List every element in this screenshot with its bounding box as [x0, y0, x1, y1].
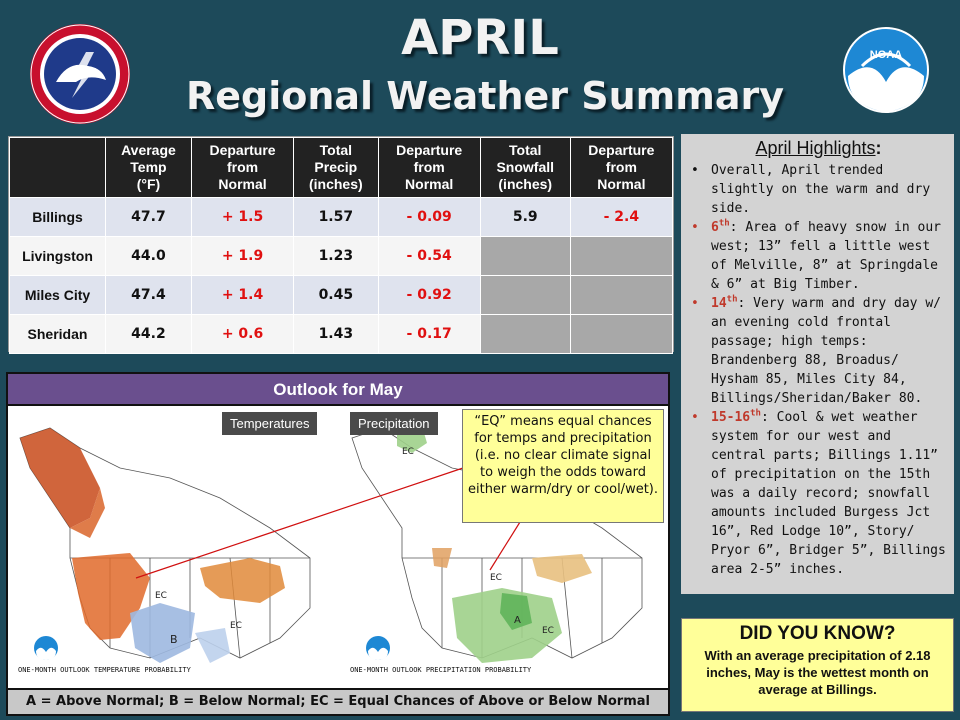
highlights-panel: April Highlights: Overall, April trended… [681, 134, 954, 594]
did-you-know-title: DID YOU KNOW? [739, 623, 896, 644]
did-you-know-box: DID YOU KNOW? With an average precipitat… [681, 618, 954, 712]
precip-departure-cell: - 0.54 [377, 236, 481, 276]
temperatures-label: Temperatures [222, 412, 318, 435]
header-avg-temp: Average Temp (°F) [105, 137, 192, 198]
eq-note: “EQ” means equal chances for temps and p… [462, 409, 664, 523]
temp-cell: 47.7 [105, 197, 192, 237]
highlight-item: Overall, April trended slightly on the w… [689, 161, 948, 218]
table-row: Miles City 47.4 + 1.4 0.45 - 0.92 [9, 275, 674, 315]
highlight-item: 6th: Area of heavy snow in our west; 13”… [689, 218, 948, 294]
snow-cell [479, 314, 571, 354]
nws-logo-icon [30, 24, 130, 124]
corner-cell [9, 137, 106, 198]
temp-departure-cell: + 0.6 [190, 314, 295, 354]
did-you-know-body: With an average precipitation of 2.18 in… [704, 648, 931, 697]
above-normal-zone [20, 428, 100, 528]
noaa-map-logo-icon [366, 636, 390, 660]
city-cell: Billings [9, 197, 106, 237]
snow-cell [479, 275, 571, 315]
above-normal-zone [72, 553, 150, 640]
map-label-ec: EC [542, 626, 554, 636]
header-precip-departure: Departure from Normal [377, 137, 481, 198]
noaa-logo-icon: NOAA [843, 27, 929, 113]
snow-cell: 5.9 [479, 197, 571, 237]
header-total-precip: Total Precip (inches) [293, 137, 379, 198]
header-snow-departure: Departure from Normal [569, 137, 674, 198]
below-normal-zone [130, 603, 195, 663]
noaa-map-logo-icon [34, 636, 58, 660]
above-normal-zone [200, 558, 285, 603]
precip-departure-cell: - 0.17 [377, 314, 481, 354]
snow-departure-cell: - 2.4 [569, 197, 674, 237]
snow-cell [479, 236, 571, 276]
callout-arrow-precipitation [489, 521, 521, 571]
outlook-legend: A = Above Normal; B = Below Normal; EC =… [8, 688, 668, 714]
temp-cell: 44.2 [105, 314, 192, 354]
highlights-title: April Highlights: [755, 138, 882, 158]
header-temp-departure: Departure from Normal [190, 137, 295, 198]
snow-departure-cell [569, 275, 674, 315]
table-row: Sheridan 44.2 + 0.6 1.43 - 0.17 [9, 314, 674, 354]
precip-cell: 1.23 [293, 236, 379, 276]
noaa-logo-text: NOAA [870, 49, 902, 61]
page-subtitle: Regional Weather Summary [185, 74, 785, 118]
precip-cell: 1.57 [293, 197, 379, 237]
precipitation-map-footer: ONE-MONTH OUTLOOK PRECIPITATION PROBABIL… [350, 666, 532, 674]
map-label-ec: EC [230, 621, 242, 631]
map-label-ec: EC [155, 591, 167, 601]
table-row: Livingston 44.0 + 1.9 1.23 - 0.54 [9, 236, 674, 276]
temp-departure-cell: + 1.4 [190, 275, 295, 315]
map-label-a: A [514, 615, 521, 626]
temp-cell: 44.0 [105, 236, 192, 276]
city-cell: Sheridan [9, 314, 106, 354]
temperature-outlook-map: B EC EC Temperatures ONE-MONTH OUTLOOK T… [10, 408, 336, 688]
stats-table: Average Temp (°F) Departure from Normal Tota… [8, 136, 674, 354]
precip-cell: 1.43 [293, 314, 379, 354]
callout-arrow-temperature [135, 467, 464, 579]
highlight-item: 14th: Very warm and dry day w/ an evenin… [689, 294, 948, 408]
map-label-ec: EC [490, 573, 502, 583]
precipitation-label: Precipitation [350, 412, 438, 435]
page-title: APRIL [401, 10, 559, 66]
outlook-title: Outlook for May [8, 374, 668, 406]
temp-cell: 47.4 [105, 275, 192, 315]
header-total-snowfall: Total Snowfall (inches) [479, 137, 571, 198]
city-cell: Miles City [9, 275, 106, 315]
precipitation-map-graphic: A EC EC EC [351, 426, 643, 663]
highlight-item: 15-16th: Cool & wet weather system for o… [689, 408, 948, 579]
table-header-row: Average Temp (°F) Departure from Normal Tota… [9, 137, 674, 198]
snow-departure-cell [569, 236, 674, 276]
map-label-ec: EC [402, 447, 414, 457]
snow-departure-cell [569, 314, 674, 354]
temperature-map-graphic: B EC EC [19, 427, 311, 663]
above-normal-zone [452, 588, 562, 663]
table-row: Billings 47.7 + 1.5 1.57 - 0.09 5.9 - 2.… [9, 197, 674, 237]
temperature-map-footer: ONE-MONTH OUTLOOK TEMPERATURE PROBABILIT… [18, 666, 191, 674]
temp-departure-cell: + 1.9 [190, 236, 295, 276]
map-label-b: B [170, 633, 178, 646]
